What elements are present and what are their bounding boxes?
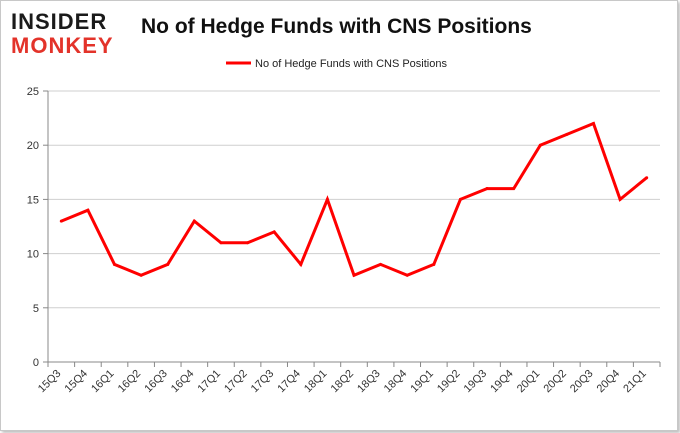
- y-axis-ticks: 0 5 10 15 20 25: [27, 86, 48, 369]
- x-tick-label-19Q1: 19Q1: [408, 368, 436, 396]
- data-point-16Q4: [192, 219, 196, 223]
- y-tick-label-25: 25: [27, 86, 39, 98]
- x-tick-label-18Q4: 18Q4: [382, 368, 410, 396]
- data-point-15Q4: [86, 208, 90, 212]
- grid-lines: [48, 90, 660, 309]
- data-point-18Q1: [325, 197, 329, 201]
- x-tick-label-16Q1: 16Q1: [89, 368, 117, 396]
- data-point-18Q2: [352, 273, 356, 277]
- data-point-16Q2: [139, 273, 143, 277]
- data-point-17Q4: [299, 262, 303, 266]
- data-point-18Q3: [379, 262, 383, 266]
- y-tick-label-0: 0: [33, 357, 39, 369]
- data-point-19Q1: [432, 262, 436, 266]
- x-tick-label-19Q3: 19Q3: [462, 368, 490, 396]
- data-point-16Q1: [113, 262, 117, 266]
- x-tick-label-20Q4: 20Q4: [595, 368, 623, 396]
- y-tick-label-5: 5: [33, 303, 39, 315]
- x-tick-label-15Q4: 15Q4: [63, 368, 91, 396]
- chart-legend: No of Hedge Funds with CNS Positions: [226, 58, 447, 70]
- x-tick-label-19Q4: 19Q4: [488, 368, 516, 396]
- legend-label: No of Hedge Funds with CNS Positions: [255, 58, 447, 70]
- x-tick-label-20Q2: 20Q2: [541, 368, 569, 396]
- chart-title: No of Hedge Funds with CNS Positions: [141, 15, 532, 38]
- y-tick-label-15: 15: [27, 194, 39, 206]
- data-point-20Q2: [565, 132, 569, 136]
- x-tick-label-16Q3: 16Q3: [142, 368, 170, 396]
- data-point-19Q4: [512, 187, 516, 191]
- series-layer: [59, 121, 649, 278]
- logo-line-1: INSIDER: [11, 9, 108, 34]
- data-point-21Q1: [645, 176, 649, 180]
- x-tick-label-17Q3: 17Q3: [249, 368, 277, 396]
- x-tick-label-16Q2: 16Q2: [116, 368, 144, 396]
- x-tick-label-18Q2: 18Q2: [329, 368, 357, 396]
- data-point-20Q4: [618, 197, 622, 201]
- x-tick-label-21Q1: 21Q1: [621, 368, 649, 396]
- data-point-18Q4: [405, 273, 409, 277]
- data-point-17Q1: [219, 241, 223, 245]
- data-point-19Q3: [485, 187, 489, 191]
- data-point-15Q3: [59, 219, 63, 223]
- data-point-19Q2: [458, 197, 462, 201]
- logo-line-2: MONKEY: [11, 33, 114, 58]
- x-tick-label-17Q2: 17Q2: [222, 368, 250, 396]
- data-point-16Q3: [166, 262, 170, 266]
- data-point-17Q3: [272, 230, 276, 234]
- x-tick-label-18Q3: 18Q3: [355, 368, 383, 396]
- x-tick-label-18Q1: 18Q1: [302, 368, 330, 396]
- x-tick-label-19Q2: 19Q2: [435, 368, 463, 396]
- y-tick-label-20: 20: [27, 140, 39, 152]
- x-tick-label-15Q3: 15Q3: [36, 368, 64, 396]
- y-tick-label-10: 10: [27, 249, 39, 261]
- data-point-17Q2: [246, 241, 250, 245]
- x-tick-label-20Q3: 20Q3: [568, 368, 596, 396]
- chart-axes: [47, 91, 660, 363]
- x-tick-label-20Q1: 20Q1: [515, 368, 543, 396]
- x-tick-label-17Q4: 17Q4: [275, 368, 303, 396]
- insider-monkey-logo: INSIDER MONKEY: [11, 9, 129, 59]
- x-tick-label-17Q1: 17Q1: [196, 368, 224, 396]
- data-point-20Q1: [538, 143, 542, 147]
- data-point-20Q3: [591, 122, 595, 126]
- x-axis-ticks: 15Q3 15Q4 16Q1 16Q2 16Q3 16Q4 17Q1 17Q2 17Q3 17Q4…: [36, 362, 661, 396]
- x-tick-label-16Q4: 16Q4: [169, 368, 197, 396]
